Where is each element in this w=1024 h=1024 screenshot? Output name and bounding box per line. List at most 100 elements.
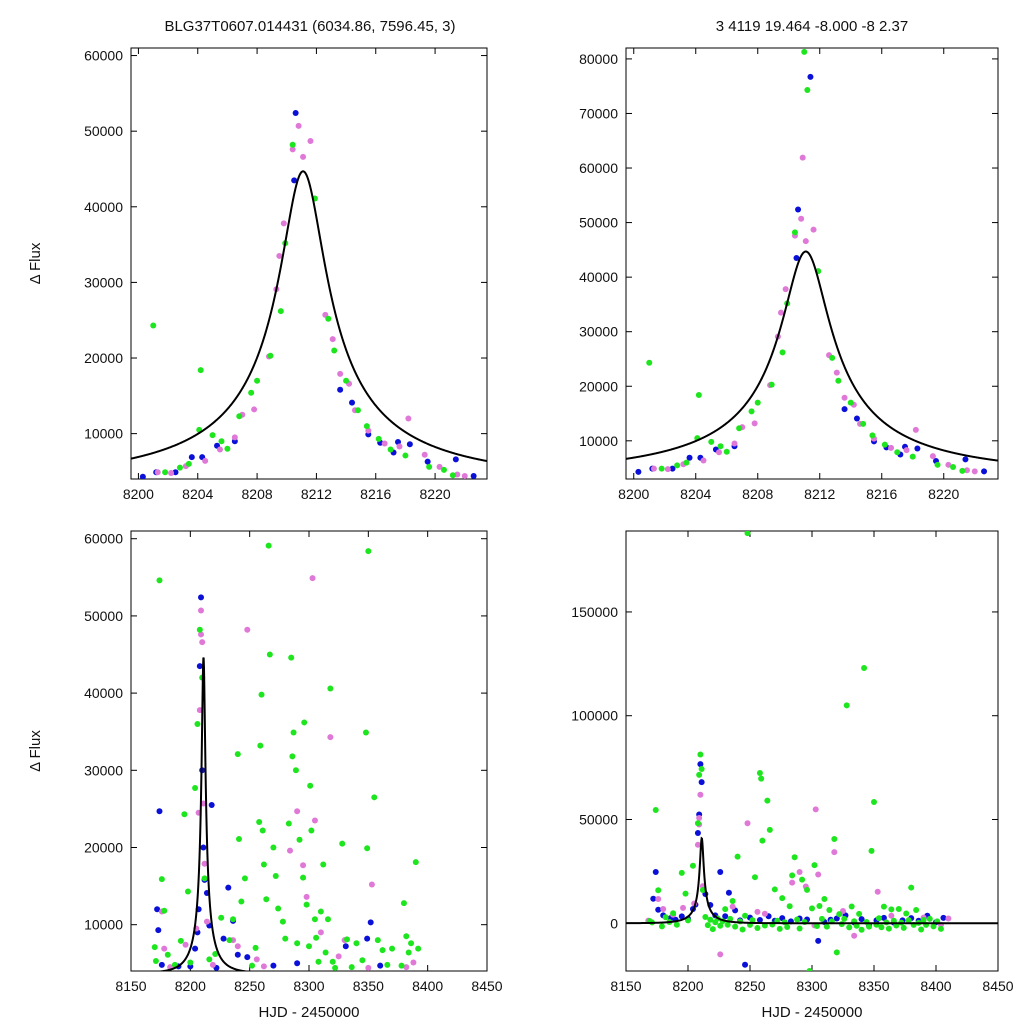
data-point-green [331, 347, 338, 354]
y-tick-label: 40000 [579, 269, 618, 285]
data-point-green [759, 837, 766, 844]
data-point-magenta [789, 879, 796, 886]
data-point-green [646, 359, 653, 366]
data-point-green [303, 901, 310, 908]
y-axis-label: Δ Flux [27, 730, 44, 772]
y-axis-label: Δ Flux [27, 242, 44, 284]
data-point-green [683, 459, 690, 466]
data-point-green [375, 435, 382, 442]
data-point-green [230, 916, 237, 923]
data-point-magenta [782, 286, 789, 293]
plot-frame [625, 47, 999, 480]
y-tick-label: 20000 [84, 350, 123, 366]
data-point-magenta [203, 918, 210, 925]
data-point-blue [981, 468, 988, 475]
data-point-green [339, 840, 346, 847]
x-tick-label: 8450 [982, 978, 1013, 994]
data-point-magenta [403, 964, 410, 971]
data-point-magenta [234, 943, 241, 950]
data-point-green [260, 861, 267, 868]
y-tick-label: 10000 [579, 433, 618, 449]
model-curve [155, 657, 252, 971]
data-point-magenta [421, 451, 428, 458]
data-point-magenta [280, 220, 287, 227]
x-tick-label: 8250 [234, 978, 265, 994]
data-point-green [353, 940, 360, 947]
data-point-magenta [660, 905, 667, 912]
data-point-green [909, 453, 916, 460]
data-point-green [950, 463, 957, 470]
data-point-blue [200, 844, 207, 851]
data-point-green [415, 945, 422, 952]
x-axis-label: HJD - 2450000 [259, 1004, 360, 1021]
data-point-green [707, 916, 714, 923]
panel-bottom-right: 8150 8200 8250 8300 8350 8400 8450 0 50000 100000… [571, 530, 1014, 1021]
data-point-blue [172, 469, 179, 476]
data-point-green [379, 947, 386, 954]
y-tick-label: 0 [610, 915, 618, 931]
data-points [139, 110, 477, 479]
data-point-green [403, 933, 410, 940]
data-point-green [823, 923, 830, 930]
data-point-green [791, 229, 798, 236]
data-point-green [722, 906, 729, 913]
data-point-blue [192, 945, 199, 952]
data-point-blue [208, 802, 215, 809]
data-point-green [156, 577, 163, 584]
data-point-magenta [874, 888, 881, 895]
data-point-blue [756, 916, 763, 923]
data-point-magenta [317, 929, 324, 936]
data-point-green [742, 912, 749, 919]
data-point-green [449, 472, 456, 479]
data-point-green [184, 888, 191, 895]
data-point-green [794, 916, 801, 923]
data-point-green [809, 905, 815, 912]
data-point-green [833, 949, 840, 956]
data-point-magenta [327, 734, 334, 741]
data-point-green [766, 826, 773, 833]
data-point-green [813, 922, 820, 929]
data-point-green [826, 906, 833, 913]
data-point-green [194, 720, 201, 727]
data-point-green [363, 423, 370, 430]
data-points [151, 542, 422, 971]
data-point-magenta [276, 252, 283, 259]
data-point-green [908, 884, 915, 891]
data-point-green [818, 915, 825, 922]
data-point-green [696, 771, 703, 778]
data-point-green [412, 859, 419, 866]
data-point-green [209, 432, 216, 439]
data-point-green [290, 729, 297, 736]
data-point-blue [793, 255, 800, 262]
data-point-green [866, 923, 873, 930]
data-point-blue [717, 869, 724, 875]
data-point-green [841, 915, 848, 922]
data-point-green [249, 962, 256, 969]
data-point-green [875, 915, 882, 922]
data-point-green [861, 664, 868, 671]
data-point-blue [914, 445, 921, 452]
data-point-magenta [405, 415, 412, 422]
data-point-green [804, 886, 811, 893]
data-point-green [317, 908, 324, 915]
data-point-green [801, 48, 808, 55]
data-point-green [786, 903, 793, 910]
data-point-green [860, 420, 867, 427]
data-point-green [920, 916, 927, 923]
data-point-magenta [971, 468, 978, 475]
data-point-green [324, 916, 331, 923]
data-point-blue [698, 779, 705, 786]
data-point-magenta [798, 215, 805, 222]
data-point-green [806, 968, 813, 971]
data-point-blue [234, 951, 241, 958]
data-point-green [158, 876, 165, 883]
data-point-green [265, 542, 272, 549]
data-point-green [959, 467, 966, 474]
data-point-green [918, 926, 925, 933]
data-point-green [362, 729, 369, 736]
data-point-green [212, 951, 219, 958]
data-point-green [858, 926, 865, 933]
data-point-green [289, 753, 296, 760]
data-point-magenta [329, 336, 336, 343]
data-point-green [764, 797, 771, 804]
